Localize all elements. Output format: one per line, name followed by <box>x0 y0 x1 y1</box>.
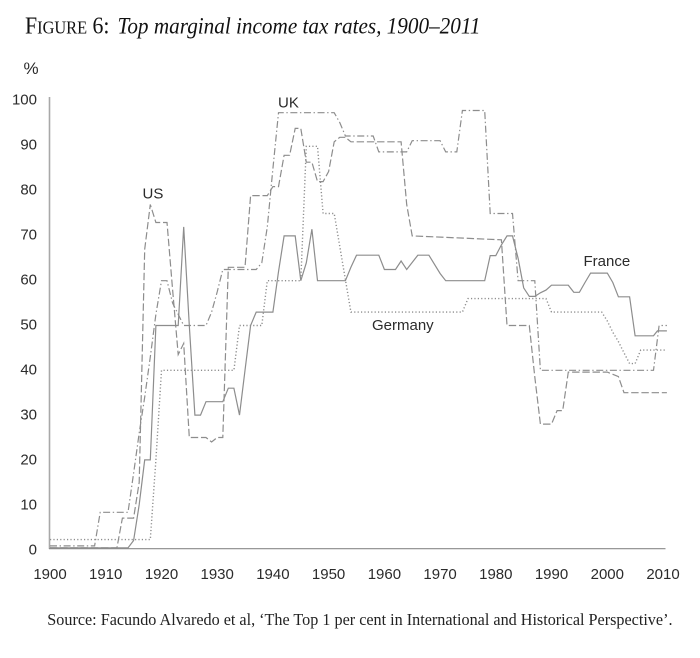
svg-text:1980: 1980 <box>479 566 512 583</box>
svg-text:US: US <box>143 186 164 203</box>
svg-text:100: 100 <box>12 92 37 109</box>
svg-text:70: 70 <box>20 227 37 244</box>
svg-text:1900: 1900 <box>33 566 66 583</box>
svg-text:France: France <box>584 253 631 270</box>
svg-text:1950: 1950 <box>312 566 345 583</box>
svg-text:1930: 1930 <box>201 566 234 583</box>
svg-text:Source: Facundo Alvaredo et al: Source: Facundo Alvaredo et al, ‘The Top… <box>47 610 672 629</box>
svg-text:30: 30 <box>20 407 37 424</box>
svg-text:1920: 1920 <box>145 566 178 583</box>
svg-text:90: 90 <box>20 137 37 154</box>
svg-text:1960: 1960 <box>368 566 401 583</box>
svg-text:1990: 1990 <box>535 566 568 583</box>
svg-text:50: 50 <box>20 317 37 334</box>
svg-text:Top marginal income tax rates,: Top marginal income tax rates, 1900–2011 <box>118 13 481 38</box>
svg-text:FIGURE 6:: FIGURE 6: <box>25 13 110 39</box>
svg-text:10: 10 <box>20 497 37 514</box>
svg-text:40: 40 <box>20 362 37 379</box>
svg-text:Germany: Germany <box>372 317 434 334</box>
svg-text:2000: 2000 <box>591 566 624 583</box>
svg-text:20: 20 <box>20 452 37 469</box>
svg-text:1940: 1940 <box>256 566 289 583</box>
svg-text:1970: 1970 <box>423 566 456 583</box>
svg-text:UK: UK <box>278 95 299 112</box>
svg-text:2010: 2010 <box>646 566 679 583</box>
svg-text:0: 0 <box>29 542 37 559</box>
svg-text:60: 60 <box>20 272 37 289</box>
svg-text:%: % <box>24 59 39 78</box>
svg-text:1910: 1910 <box>89 566 122 583</box>
svg-text:80: 80 <box>20 182 37 199</box>
